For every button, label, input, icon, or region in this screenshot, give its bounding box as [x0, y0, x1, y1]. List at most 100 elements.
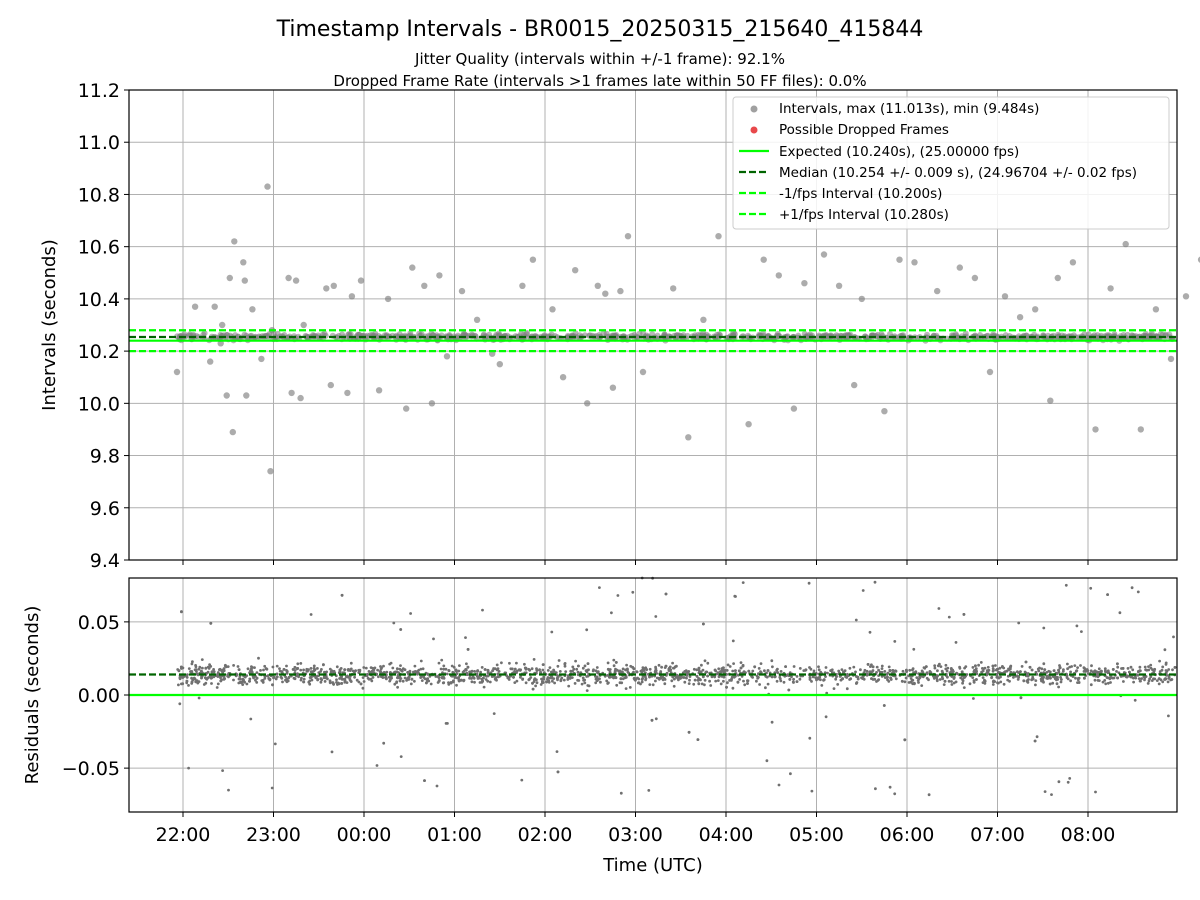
residual-point — [873, 580, 877, 584]
interval-point — [594, 282, 601, 289]
residual-point — [779, 670, 783, 673]
residual-point — [992, 679, 995, 683]
residual-point — [651, 683, 655, 687]
residual-point — [1108, 677, 1112, 681]
residual-point — [296, 662, 300, 666]
residual-point — [971, 676, 975, 679]
residual-point — [808, 736, 812, 740]
residual-point — [901, 669, 905, 673]
residual-point — [1034, 679, 1038, 682]
residual-point — [947, 615, 951, 619]
interval-point — [267, 468, 274, 475]
residual-point — [528, 677, 531, 681]
residual-point — [1043, 668, 1047, 671]
residual-point — [887, 665, 891, 669]
residual-point — [1158, 659, 1161, 663]
residual-point — [246, 667, 250, 671]
residual-point — [481, 608, 484, 612]
residuals-points — [176, 576, 1177, 797]
residual-point — [888, 785, 892, 789]
residual-point — [710, 675, 714, 679]
residual-point — [701, 675, 705, 679]
residual-point — [204, 666, 208, 670]
residual-point — [359, 682, 363, 686]
residual-point — [535, 669, 539, 672]
intervals-reference-lines — [129, 329, 1177, 353]
interval-point — [956, 264, 963, 271]
residual-point — [874, 787, 877, 791]
residual-point — [639, 682, 642, 686]
residual-point — [1077, 681, 1081, 684]
residual-point — [1064, 583, 1068, 587]
residual-point — [692, 667, 696, 671]
residual-point — [1149, 663, 1153, 667]
residual-point — [645, 668, 649, 671]
residual-point — [382, 741, 386, 745]
interval-point — [1152, 306, 1160, 313]
residual-point — [192, 676, 196, 680]
interval-point — [1054, 274, 1062, 282]
residual-point — [401, 679, 405, 683]
interval-point — [639, 368, 647, 376]
residual-point — [971, 666, 975, 669]
residual-point — [665, 671, 669, 675]
interval-point — [1182, 293, 1190, 300]
residual-point — [391, 666, 395, 670]
residuals-y-tick-label: 0.05 — [78, 612, 120, 634]
residual-point — [838, 675, 842, 678]
residual-point — [587, 668, 590, 672]
residual-point — [457, 669, 461, 673]
residual-point — [994, 664, 997, 667]
legend: Intervals, max (11.013s), min (9.484s) P… — [732, 96, 1170, 230]
residual-point — [531, 681, 534, 685]
residual-point — [731, 686, 735, 690]
residual-point — [580, 682, 584, 686]
residual-point — [1027, 678, 1030, 681]
residual-point — [1051, 681, 1055, 685]
residual-point — [450, 664, 454, 668]
interval-point — [243, 392, 250, 399]
legend-label-minus-fps: -1/fps Interval (10.200s) — [779, 186, 942, 202]
residual-point — [437, 679, 441, 682]
residual-point — [792, 681, 795, 684]
interval-point — [896, 256, 903, 263]
residual-point — [939, 665, 943, 668]
interval-point — [858, 295, 865, 303]
residual-point — [364, 666, 368, 670]
residual-point — [399, 755, 403, 758]
residual-point — [441, 681, 445, 685]
residual-point — [659, 675, 663, 679]
residual-point — [941, 671, 945, 674]
residual-point — [765, 675, 769, 679]
residual-point — [817, 668, 821, 672]
residual-point — [701, 668, 705, 672]
residual-point — [1069, 670, 1072, 674]
residual-point — [717, 675, 721, 679]
residual-point — [482, 685, 486, 689]
residual-point — [770, 659, 774, 663]
residual-point — [541, 668, 545, 672]
interval-point — [1001, 293, 1009, 300]
residuals-x-ticks: 22:00 23:00 00:00 01:00 02:00 03:00 04:00 05:00… — [156, 812, 1115, 846]
residual-point — [667, 667, 671, 671]
residual-point — [865, 669, 869, 673]
residual-point — [792, 677, 795, 681]
residual-point — [285, 680, 289, 684]
residual-point — [548, 666, 552, 669]
residual-point — [859, 668, 862, 672]
residual-point — [204, 681, 208, 685]
residual-point — [1042, 675, 1045, 679]
residual-point — [1163, 648, 1167, 652]
residual-point — [708, 679, 711, 683]
residual-point — [598, 586, 601, 589]
legend-label-dropped: Possible Dropped Frames — [779, 122, 949, 138]
residual-point — [542, 675, 546, 679]
residual-point — [995, 668, 999, 671]
interval-point — [231, 238, 238, 245]
residual-point — [1143, 678, 1146, 682]
residual-point — [763, 669, 766, 673]
interval-point — [700, 316, 707, 323]
residual-point — [520, 778, 524, 782]
residual-point — [1045, 671, 1049, 674]
residual-point — [1059, 680, 1063, 684]
